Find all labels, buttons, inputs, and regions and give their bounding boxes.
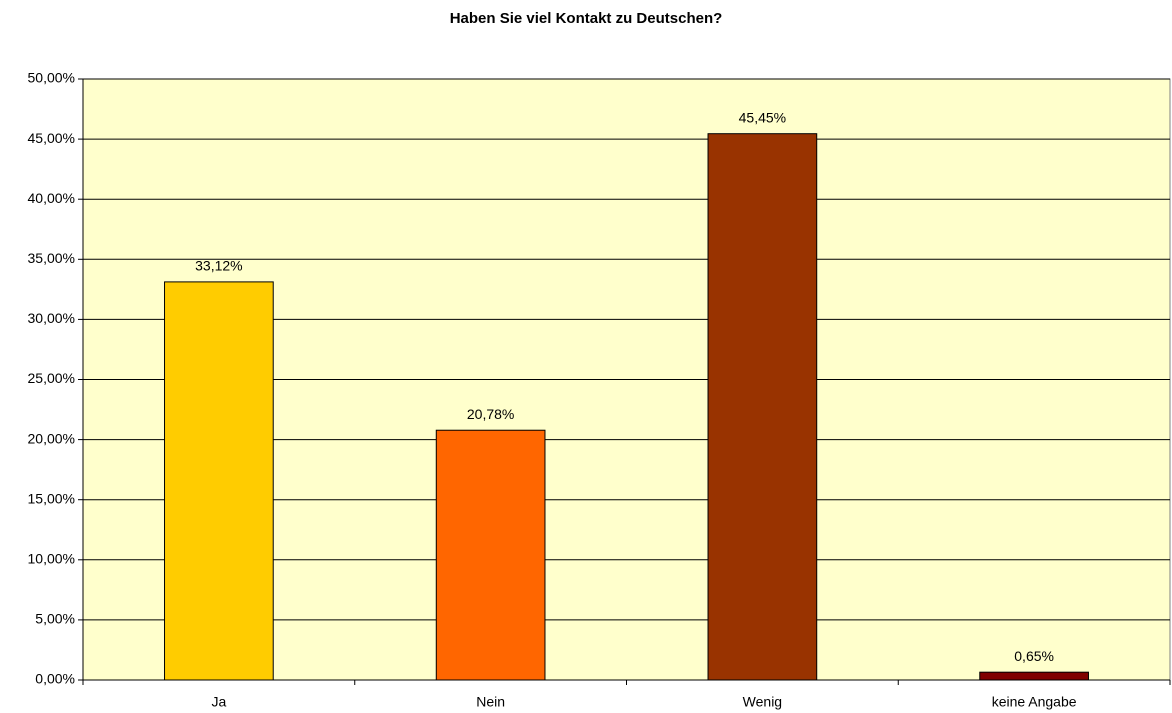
y-tick-label: 20,00% (28, 430, 75, 446)
chart-title: Haben Sie viel Kontakt zu Deutschen? (450, 10, 723, 27)
y-tick-label: 45,00% (28, 130, 75, 146)
y-tick-label: 50,00% (28, 70, 75, 86)
y-tick-label: 15,00% (28, 490, 75, 506)
y-tick-label: 40,00% (28, 190, 75, 206)
y-tick-label: 10,00% (28, 551, 75, 567)
y-tick-label: 35,00% (28, 250, 75, 266)
x-tick-label: keine Angabe (992, 694, 1077, 710)
bar (707, 133, 818, 681)
x-tick-label: Ja (211, 694, 226, 710)
y-tick-label: 0,00% (35, 671, 75, 687)
y-tick-label: 25,00% (28, 370, 75, 386)
bar (435, 429, 546, 681)
data-label: 33,12% (195, 258, 242, 274)
y-tick-label: 30,00% (28, 310, 75, 326)
data-label: 20,78% (467, 406, 514, 422)
x-tick-label: Wenig (743, 694, 782, 710)
data-label: 0,65% (1014, 648, 1054, 664)
bar (164, 281, 274, 681)
bar (979, 671, 1089, 681)
y-tick-label: 5,00% (35, 611, 75, 627)
x-tick-label: Nein (476, 694, 505, 710)
data-label: 45,45% (739, 109, 786, 125)
